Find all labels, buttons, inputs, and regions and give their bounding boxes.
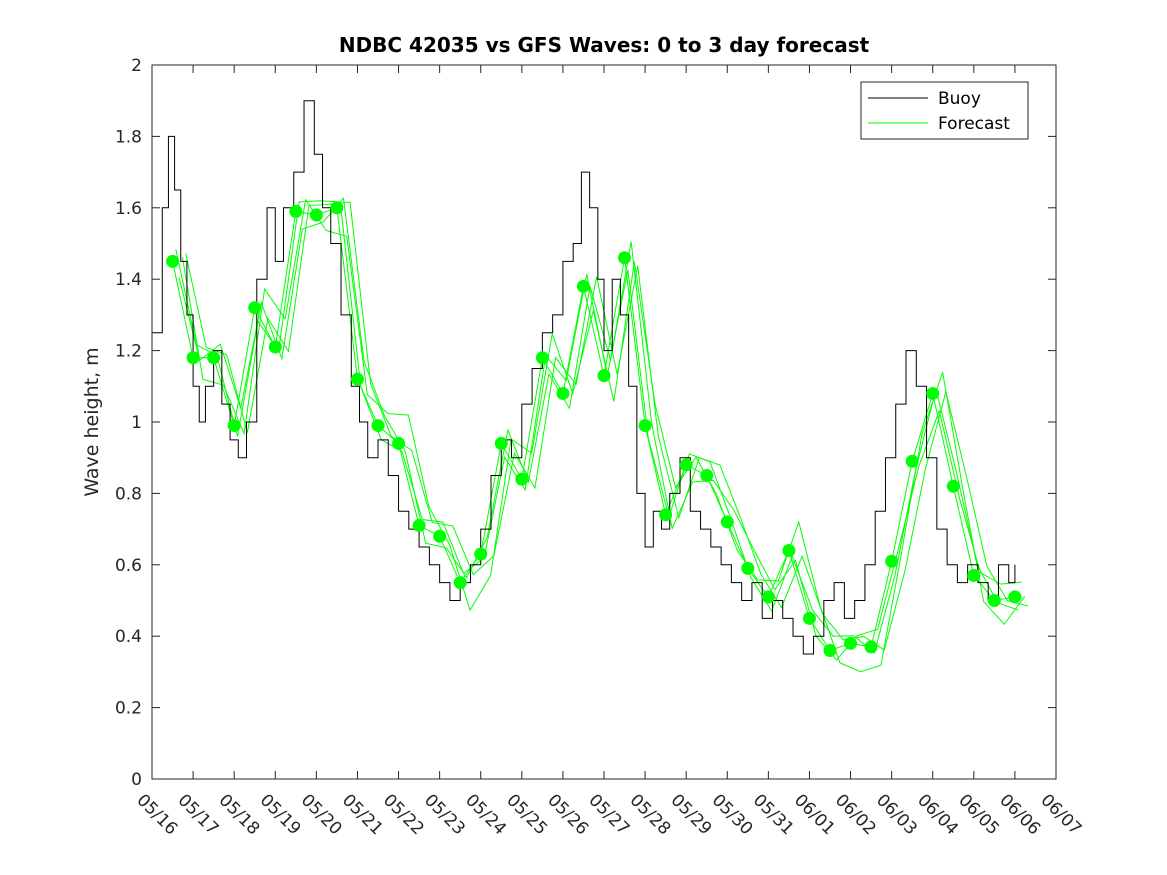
x-tick-label: 05/26	[543, 790, 592, 839]
forecast-point	[946, 479, 960, 493]
x-tick-label: 05/24	[461, 790, 510, 839]
x-tick-label: 06/03	[872, 790, 921, 839]
forecast-point	[967, 569, 981, 583]
forecast-layer	[172, 196, 1029, 673]
legend: Buoy Forecast	[860, 81, 1029, 140]
x-tick-label: 05/20	[297, 790, 346, 839]
forecast-point	[576, 279, 590, 293]
y-tick-label: 2	[131, 56, 142, 76]
x-tick-label: 05/29	[667, 790, 716, 839]
forecast-point	[802, 611, 816, 625]
forecast-line	[178, 196, 1022, 661]
forecast-point	[186, 351, 200, 365]
forecast-point	[248, 301, 262, 315]
forecast-point	[761, 590, 775, 604]
x-tick-label: 06/01	[790, 790, 839, 839]
y-tick-label: 0.4	[115, 627, 142, 647]
forecast-line	[181, 198, 1026, 673]
x-tick-label: 05/31	[749, 790, 798, 839]
forecast-point	[844, 636, 858, 650]
y-tick-label: 1	[131, 413, 142, 433]
x-tick-label: 06/04	[913, 790, 962, 839]
y-tick-label: 0	[131, 770, 142, 790]
forecast-point	[309, 208, 323, 222]
forecast-point	[885, 554, 899, 568]
x-tick-label: 05/28	[626, 790, 675, 839]
forecast-line	[185, 201, 1029, 651]
forecast-point	[679, 458, 693, 472]
forecast-point	[350, 372, 364, 386]
x-tick-label: 05/16	[132, 790, 181, 839]
y-tick-label: 1.8	[115, 127, 142, 147]
forecast-point	[556, 386, 570, 400]
forecast-point	[330, 201, 344, 215]
forecast-point	[371, 419, 385, 433]
x-tick-label: 05/27	[584, 790, 633, 839]
forecast-point	[515, 472, 529, 486]
x-tick-label: 05/23	[420, 790, 469, 839]
forecast-point	[700, 469, 714, 483]
forecast-point	[494, 436, 508, 450]
forecast-point	[1008, 590, 1022, 604]
y-tick-label: 0.2	[115, 699, 142, 719]
forecast-point	[864, 640, 878, 654]
forecast-point	[905, 454, 919, 468]
legend-forecast-label: Forecast	[938, 114, 1010, 134]
forecast-point	[823, 643, 837, 657]
x-tick-label: 05/30	[708, 790, 757, 839]
forecast-dots-layer	[166, 201, 1022, 657]
buoy-line	[152, 100, 1016, 655]
x-tick-label: 06/06	[995, 790, 1044, 839]
forecast-point	[166, 254, 180, 268]
forecast-point	[535, 351, 549, 365]
forecast-point	[720, 515, 734, 529]
x-tick-label: 05/21	[338, 790, 387, 839]
forecast-point	[227, 419, 241, 433]
y-tick-label: 1.4	[115, 270, 142, 290]
forecast-point	[638, 419, 652, 433]
chart-title: NDBC 42035 vs GFS Waves: 0 to 3 day fore…	[339, 33, 870, 57]
y-tick-label: 0.6	[115, 556, 142, 576]
x-tick-label: 05/22	[379, 790, 428, 839]
forecast-point	[618, 251, 632, 265]
forecast-point	[782, 544, 796, 558]
x-tick-label: 05/18	[215, 790, 264, 839]
legend-buoy-label: Buoy	[938, 89, 981, 109]
forecast-point	[741, 561, 755, 575]
forecast-point	[392, 436, 406, 450]
x-tick-label: 05/25	[502, 790, 551, 839]
x-tick-label: 05/19	[256, 790, 305, 839]
forecast-point	[433, 529, 447, 543]
forecast-point	[659, 508, 673, 522]
forecast-point	[474, 547, 488, 561]
forecast-point	[289, 204, 303, 218]
forecast-point	[207, 351, 221, 365]
forecast-point	[412, 519, 426, 533]
buoy-layer	[152, 100, 1016, 655]
forecast-point	[987, 594, 1001, 607]
x-tick-label: 06/05	[954, 790, 1003, 839]
y-tick-label: 0.8	[115, 484, 142, 504]
x-tick-label: 05/17	[174, 790, 223, 839]
forecast-point	[453, 576, 467, 590]
x-tick-label: 06/02	[831, 790, 880, 839]
forecast-point	[597, 369, 611, 383]
legend-box	[860, 81, 1029, 140]
y-axis-label: Wave height, m	[81, 347, 103, 496]
y-tick-label: 1.6	[115, 199, 142, 219]
forecast-point	[268, 340, 282, 354]
y-tick-label: 1.2	[115, 342, 142, 362]
plot-area	[152, 65, 1056, 779]
forecast-point	[926, 386, 940, 400]
x-tick-label: 06/07	[1036, 790, 1085, 839]
